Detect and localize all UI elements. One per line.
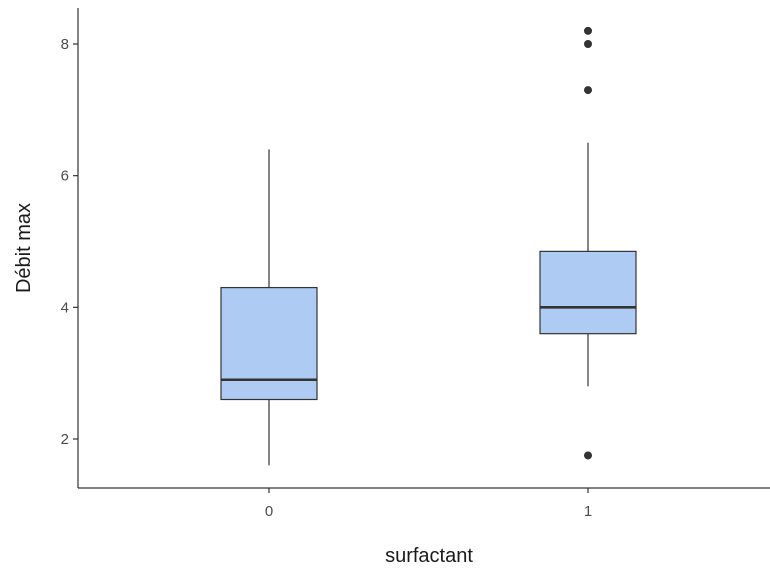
y-tick-label: 6 bbox=[61, 168, 69, 185]
box-group-0 bbox=[220, 149, 318, 466]
outlier-point bbox=[584, 26, 592, 35]
x-axis-title: surfactant bbox=[385, 545, 473, 567]
outlier-point bbox=[584, 86, 592, 95]
outlier-point bbox=[584, 40, 592, 49]
y-tick-label: 4 bbox=[61, 299, 69, 316]
x-tick-label: 1 bbox=[584, 503, 592, 520]
x-tick-label: 0 bbox=[265, 503, 273, 520]
y-axis-title: Débit max bbox=[13, 203, 35, 293]
outlier-point bbox=[584, 451, 592, 460]
iqr-box bbox=[220, 286, 318, 401]
box-group-1 bbox=[539, 26, 637, 460]
iqr-box bbox=[539, 250, 637, 335]
y-tick-label: 2 bbox=[61, 431, 69, 448]
y-tick-label: 8 bbox=[61, 36, 69, 53]
